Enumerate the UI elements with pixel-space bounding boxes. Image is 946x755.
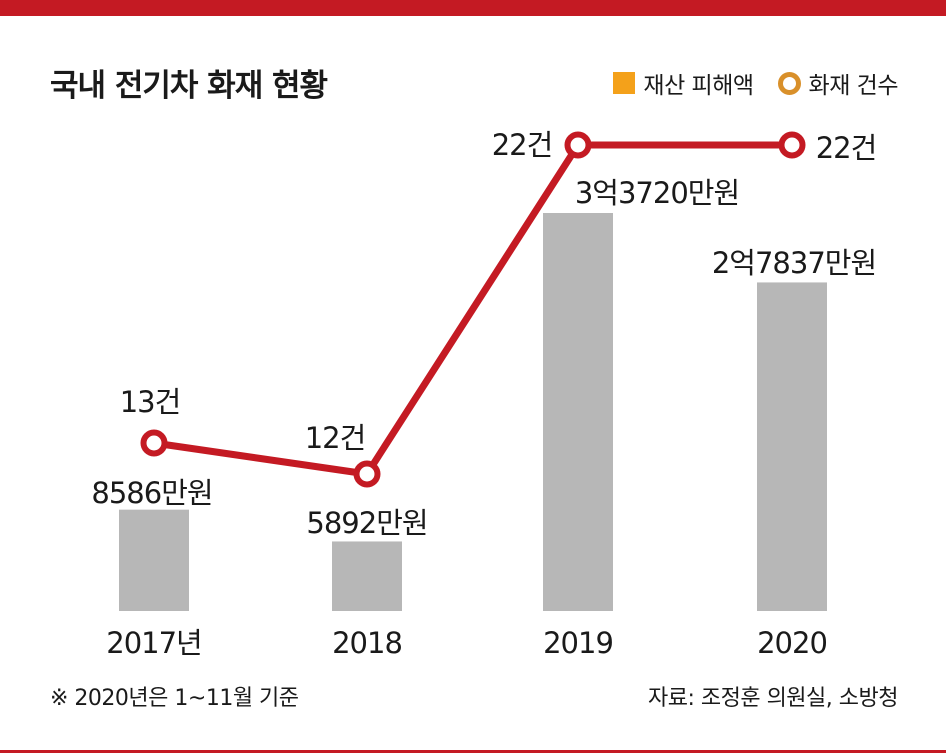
line-value-label-0: 13건 (120, 385, 181, 419)
bar-value-label-0: 8586만원 (91, 476, 212, 510)
bar-3 (757, 282, 827, 611)
legend-item-fires: 화재 건수 (777, 66, 899, 100)
top-accent-bar (0, 0, 946, 16)
source-credit: 자료: 조정훈 의원실, 소방청 (647, 686, 899, 711)
line-value-label-2: 22건 (492, 128, 553, 162)
line-value-label-1: 12건 (305, 421, 366, 455)
footnote: ※ 2020년은 1~11월 기준 (50, 686, 299, 711)
fires-line (153, 141, 792, 478)
legend-bar-swatch (613, 72, 636, 94)
x-tick-label-0: 2017년 (106, 626, 201, 660)
legend-line-marker-icon (777, 71, 801, 95)
legend: 재산 피해액 화재 건수 (589, 66, 899, 100)
bar-value-label-3: 2억7837만원 (712, 246, 876, 280)
chart-plot: 8586만원 5892만원 3억3720만원 2억7837만원 13건 12건 22건 22건… (91, 128, 877, 660)
line-point-2 (564, 131, 592, 159)
legend-label-damage: 재산 피해액 (643, 73, 754, 99)
line-point-1 (353, 460, 381, 488)
x-tick-label-3: 2020 (757, 626, 827, 660)
line-value-label-3: 22건 (816, 131, 877, 165)
line-point-0 (140, 429, 168, 457)
legend-label-fires: 화재 건수 (808, 73, 899, 99)
x-tick-label-1: 2018 (332, 626, 402, 660)
bottom-accent-line (0, 750, 946, 753)
bar-2 (543, 213, 613, 611)
bar-value-label-1: 5892만원 (306, 506, 427, 540)
x-tick-label-2: 2019 (543, 626, 613, 660)
line-point-3 (778, 131, 806, 159)
chart-title: 국내 전기차 화재 현황 (50, 68, 328, 104)
bar-1 (332, 541, 402, 611)
bar-0 (119, 509, 189, 611)
legend-item-damage: 재산 피해액 (613, 66, 754, 100)
bar-value-label-2: 3억3720만원 (575, 176, 739, 210)
